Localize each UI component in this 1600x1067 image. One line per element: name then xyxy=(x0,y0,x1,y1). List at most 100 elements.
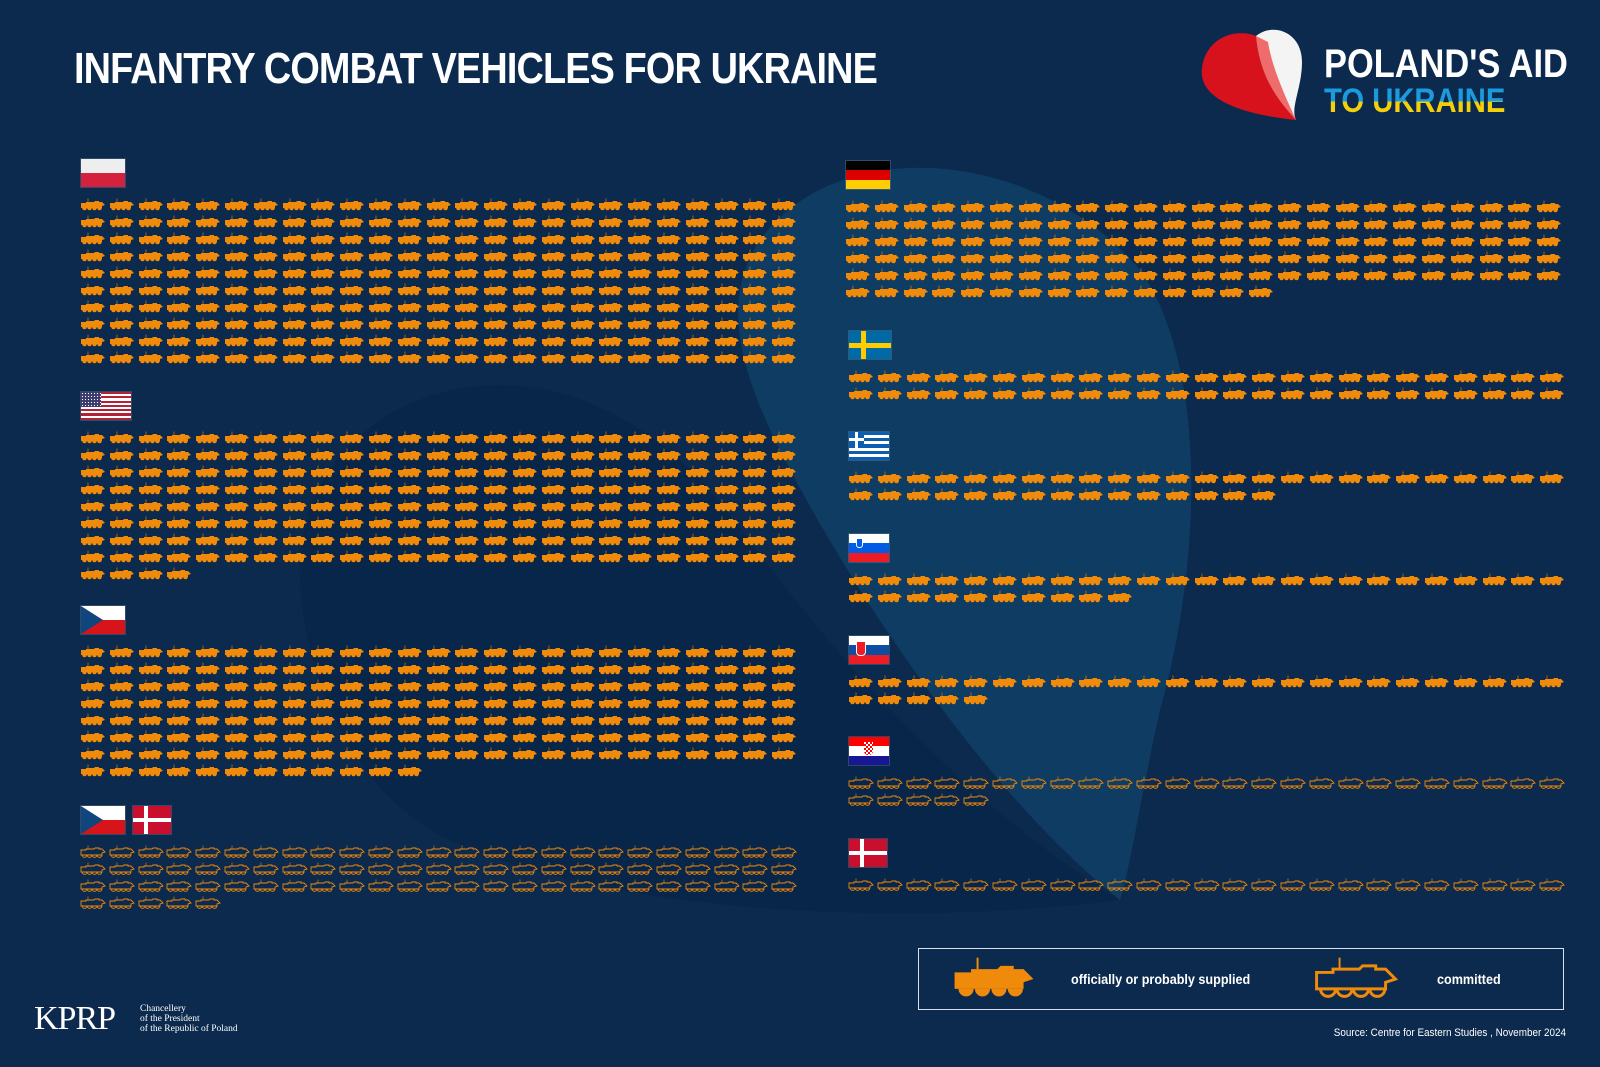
supplied-vehicle-icon xyxy=(340,448,365,461)
supplied-vehicle-icon xyxy=(455,696,480,709)
supplied-vehicle-icon xyxy=(455,533,480,546)
supplied-vehicle-icon xyxy=(224,300,249,313)
supplied-vehicle-icon xyxy=(138,499,163,512)
supplied-vehicle-icon xyxy=(426,747,451,760)
supplied-vehicle-icon xyxy=(196,334,221,347)
supplied-vehicle-icon xyxy=(964,675,989,688)
supplied-vehicle-icon xyxy=(167,679,192,692)
committed-vehicle-icon xyxy=(742,879,769,892)
committed-vehicle-icon xyxy=(963,878,990,891)
supplied-vehicle-icon xyxy=(1223,573,1248,586)
supplied-vehicle-icon xyxy=(340,334,365,347)
committed-vehicle-icon xyxy=(877,793,903,806)
supplied-vehicle-icon xyxy=(1479,234,1504,247)
committed-vehicle-icon xyxy=(1453,776,1479,789)
committed-vehicle-icon xyxy=(368,862,394,875)
supplied-vehicle-icon xyxy=(282,431,307,444)
committed-vehicle-icon xyxy=(109,879,135,892)
supplied-vehicle-icon xyxy=(196,696,221,709)
committed-vehicle-icon xyxy=(1165,776,1191,789)
supplied-vehicle-icon xyxy=(368,431,393,444)
supplied-vehicle-icon xyxy=(455,431,480,444)
supplied-vehicle-icon xyxy=(1338,387,1363,400)
supplied-vehicle-icon xyxy=(743,747,768,760)
legend-committed-label: committed xyxy=(1437,971,1501,987)
supplied-vehicle-icon xyxy=(1453,387,1478,400)
supplied-vehicle-icon xyxy=(455,713,480,726)
supplied-vehicle-icon xyxy=(1220,217,1245,230)
supplied-vehicle-icon xyxy=(992,370,1017,383)
supplied-vehicle-icon xyxy=(656,696,681,709)
supplied-vehicle-icon xyxy=(772,215,797,228)
supplied-vehicle-icon xyxy=(167,215,192,228)
supplied-vehicle-icon xyxy=(935,471,960,484)
committed-vehicle-icon xyxy=(224,879,250,892)
supplied-vehicle-icon xyxy=(224,448,249,461)
supplied-vehicle-icon xyxy=(455,300,480,313)
supplied-vehicle-icon xyxy=(1335,234,1360,247)
supplied-vehicle-icon xyxy=(397,516,422,529)
supplied-vehicle-icon xyxy=(224,215,249,228)
supplied-vehicle-icon xyxy=(340,499,365,512)
supplied-vehicle-icon xyxy=(81,533,105,546)
supplied-vehicle-icon xyxy=(1079,675,1104,688)
supplied-vehicle-icon xyxy=(138,448,163,461)
supplied-vehicle-icon xyxy=(426,516,451,529)
supplied-vehicle-icon xyxy=(714,334,739,347)
kprp-sub-line: of the President xyxy=(140,1014,200,1024)
committed-vehicle-icon xyxy=(109,896,135,909)
supplied-vehicle-icon xyxy=(656,317,681,330)
supplied-vehicle-icon xyxy=(772,730,797,743)
supplied-vehicle-icon xyxy=(1133,217,1158,230)
supplied-vehicle-icon xyxy=(599,283,624,296)
supplied-vehicle-icon xyxy=(685,198,710,211)
supplied-vehicle-icon xyxy=(426,266,451,279)
supplied-vehicle-icon xyxy=(656,215,681,228)
committed-vehicle-icon xyxy=(138,879,164,892)
supplied-vehicle-icon xyxy=(656,499,681,512)
supplied-vehicle-icon xyxy=(570,448,595,461)
supplied-vehicle-icon xyxy=(81,713,105,726)
country-group-germany xyxy=(845,160,1565,299)
supplied-vehicle-icon xyxy=(541,533,566,546)
supplied-vehicle-icon xyxy=(570,747,595,760)
flag-denmark-icon xyxy=(848,838,888,868)
supplied-vehicle-icon xyxy=(1076,234,1101,247)
supplied-vehicle-icon xyxy=(1280,573,1305,586)
supplied-vehicle-icon xyxy=(989,217,1014,230)
supplied-vehicle-icon xyxy=(874,285,899,298)
supplied-vehicle-icon xyxy=(1364,217,1389,230)
supplied-vehicle-icon xyxy=(1511,471,1536,484)
polands-aid-logo: POLAND'S AID TO UKRAINE xyxy=(1198,28,1578,124)
supplied-vehicle-icon xyxy=(1364,234,1389,247)
supplied-vehicle-icon xyxy=(1479,200,1504,213)
supplied-vehicle-icon xyxy=(455,679,480,692)
supplied-vehicle-icon xyxy=(743,300,768,313)
supplied-vehicle-icon xyxy=(282,747,307,760)
supplied-vehicle-icon xyxy=(224,317,249,330)
supplied-vehicle-icon xyxy=(311,232,336,245)
committed-vehicle-icon xyxy=(906,776,932,789)
committed-vehicle-icon xyxy=(109,845,135,858)
supplied-vehicle-icon xyxy=(340,215,365,228)
supplied-vehicle-icon xyxy=(311,533,336,546)
supplied-vehicle-icon xyxy=(1479,268,1504,281)
supplied-vehicle-icon xyxy=(311,465,336,478)
supplied-vehicle-icon xyxy=(224,764,249,777)
supplied-vehicle-icon xyxy=(714,300,739,313)
supplied-vehicle-icon xyxy=(570,645,595,658)
committed-vehicle-icon xyxy=(656,879,682,892)
supplied-vehicle-icon xyxy=(138,730,163,743)
committed-vehicle-icon xyxy=(1395,878,1421,891)
supplied-vehicle-icon xyxy=(656,662,681,675)
supplied-vehicle-icon xyxy=(656,266,681,279)
supplied-vehicle-icon xyxy=(1396,573,1421,586)
supplied-vehicle-icon xyxy=(628,696,653,709)
supplied-vehicle-icon xyxy=(1165,387,1190,400)
supplied-vehicle-icon xyxy=(1108,573,1133,586)
supplied-vehicle-icon xyxy=(714,533,739,546)
supplied-vehicle-icon xyxy=(282,334,307,347)
legend-supplied-label: officially or probably supplied xyxy=(1071,971,1251,987)
supplied-vehicle-icon xyxy=(1252,387,1277,400)
supplied-vehicle-icon xyxy=(224,198,249,211)
